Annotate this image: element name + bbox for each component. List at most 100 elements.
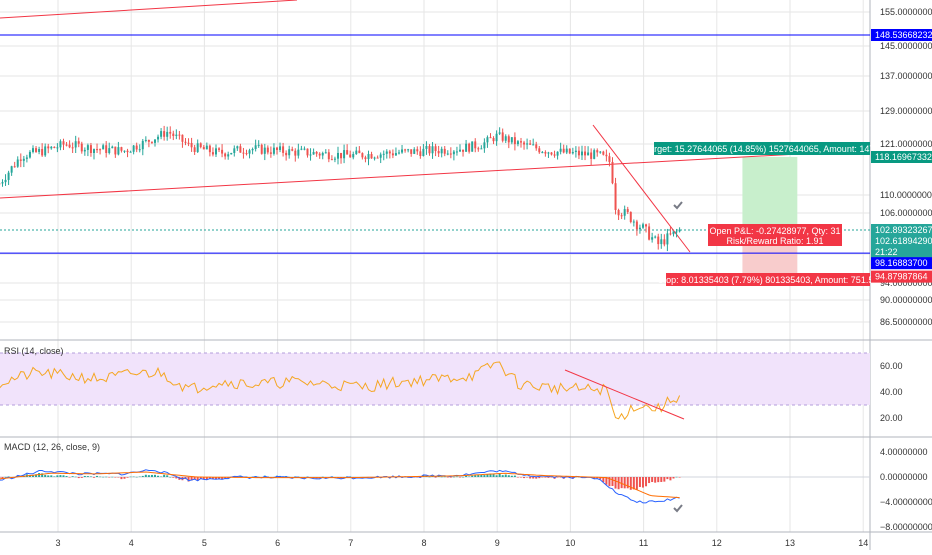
candle xyxy=(679,230,681,232)
macd-histogram-bar xyxy=(56,475,58,477)
macd-histogram-bar xyxy=(172,477,174,478)
candle xyxy=(11,166,13,172)
macd-histogram-bar xyxy=(508,475,510,477)
candle xyxy=(303,149,305,150)
candle xyxy=(392,153,394,155)
candle xyxy=(480,148,482,149)
macd-histogram-bar xyxy=(93,477,95,478)
candle xyxy=(108,148,110,153)
price-tag-label: 148.53668232 xyxy=(875,30,932,40)
candle xyxy=(569,149,571,154)
candle xyxy=(78,141,80,143)
candle xyxy=(361,153,363,157)
candle xyxy=(322,153,324,155)
candle xyxy=(17,159,19,166)
price-tick-label: 137.00000000 xyxy=(880,71,932,81)
macd-histogram-bar xyxy=(111,477,113,478)
macd-histogram-bar xyxy=(679,477,681,478)
macd-histogram-bar xyxy=(47,475,49,477)
macd-histogram-bar xyxy=(480,475,482,477)
candle xyxy=(215,148,217,154)
candle xyxy=(666,233,668,244)
candle xyxy=(105,145,107,153)
candle xyxy=(514,137,516,144)
macd-histogram-bar xyxy=(148,475,150,477)
candle xyxy=(239,146,241,152)
candle xyxy=(319,154,321,156)
candle xyxy=(663,239,665,244)
candle xyxy=(154,139,156,142)
candle xyxy=(602,152,604,155)
candle xyxy=(261,145,263,154)
candle xyxy=(654,237,656,238)
candle xyxy=(425,146,427,149)
candle xyxy=(99,149,101,150)
candle xyxy=(56,147,58,148)
candle xyxy=(181,135,183,142)
time-tick-label: 10 xyxy=(565,538,575,548)
macd-histogram-bar xyxy=(621,477,623,488)
candle xyxy=(633,222,635,223)
candle xyxy=(410,149,412,154)
candle xyxy=(291,149,293,151)
candle xyxy=(428,146,430,153)
candle xyxy=(218,148,220,150)
pnl-label: Open P&L: -0.27428977, Qty: 31 xyxy=(709,226,840,236)
candle xyxy=(505,136,507,140)
candle xyxy=(465,144,467,152)
candle xyxy=(114,147,116,155)
macd-histogram-bar xyxy=(471,476,473,477)
price-tag-label: 98.16883700 xyxy=(875,258,928,268)
candle xyxy=(529,143,531,144)
candle xyxy=(672,231,674,234)
candle xyxy=(538,148,540,152)
candle xyxy=(325,152,327,153)
candle xyxy=(419,151,421,156)
candle xyxy=(337,153,339,159)
candle xyxy=(459,150,461,152)
price-tag-label: 102.89323267 xyxy=(875,225,932,235)
candle xyxy=(413,149,415,154)
macd-histogram-bar xyxy=(5,477,7,478)
macd-histogram-bar xyxy=(102,477,104,478)
time-tick-label: 14 xyxy=(858,538,868,548)
macd-histogram-bar xyxy=(157,476,159,477)
macd-histogram-bar xyxy=(633,477,635,489)
candle xyxy=(462,150,464,152)
price-tick-label: 106.00000000 xyxy=(880,208,932,218)
candle xyxy=(605,155,607,156)
candle xyxy=(398,152,400,153)
candle xyxy=(611,162,613,183)
candle xyxy=(90,145,92,153)
candle xyxy=(120,147,122,151)
candle xyxy=(279,146,281,150)
candle xyxy=(520,141,522,142)
candle xyxy=(642,224,644,227)
candle xyxy=(69,145,71,148)
macd-histogram-bar xyxy=(87,476,89,477)
candle xyxy=(139,149,141,150)
rsi-title: RSI (14, close) xyxy=(4,346,64,356)
candle xyxy=(1,182,3,183)
candle xyxy=(517,141,519,144)
candle xyxy=(212,152,214,154)
candle xyxy=(483,142,485,148)
price-tick-label: 155.00000000 xyxy=(880,7,932,17)
candle xyxy=(72,147,74,148)
time-tick-label: 11 xyxy=(639,538,648,548)
candle xyxy=(62,141,64,144)
macd-histogram-bar xyxy=(496,475,498,477)
macd-histogram-bar xyxy=(69,477,71,478)
macd-histogram-bar xyxy=(615,477,617,489)
candle xyxy=(526,143,528,144)
price-tick-label: 145.00000000 xyxy=(880,41,932,51)
macd-histogram-bar xyxy=(130,477,132,478)
macd-histogram-bar xyxy=(145,475,147,477)
macd-histogram-bar xyxy=(44,475,46,477)
candle xyxy=(590,152,592,158)
candle xyxy=(300,149,302,150)
candle xyxy=(255,145,257,149)
macd-histogram-bar xyxy=(66,476,68,477)
